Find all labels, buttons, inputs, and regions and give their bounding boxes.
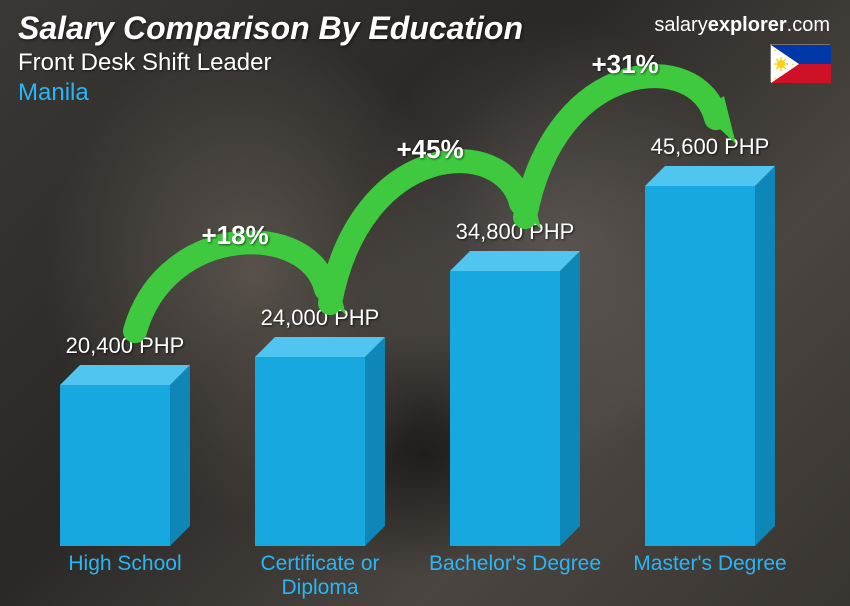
bar-front-face [60, 385, 170, 546]
arc-path [330, 161, 521, 303]
arc-path [135, 242, 326, 331]
increase-arc: +31% [495, 25, 770, 257]
increase-percent-label: +31% [592, 49, 659, 80]
flag-philippines [770, 44, 830, 82]
brand-suffix: .com [787, 14, 830, 36]
bar-chart: 20,400 PHPHigh School24,000 PHPCertifica… [30, 126, 810, 546]
bar-category-label: Master's Degree [610, 552, 810, 576]
arc-path [525, 76, 716, 217]
bar-category-label: High School [25, 552, 225, 576]
bar-side-face [170, 365, 190, 546]
flag-sun-rays [774, 57, 788, 71]
bar-category-label: Bachelor's Degree [415, 552, 615, 576]
bar-front-face [255, 357, 365, 546]
bar-category-label: Certificate or Diploma [220, 552, 420, 600]
bar-3d [255, 357, 385, 546]
bar-3d [60, 385, 190, 546]
increase-percent-label: +18% [202, 220, 269, 251]
increase-percent-label: +45% [397, 134, 464, 165]
